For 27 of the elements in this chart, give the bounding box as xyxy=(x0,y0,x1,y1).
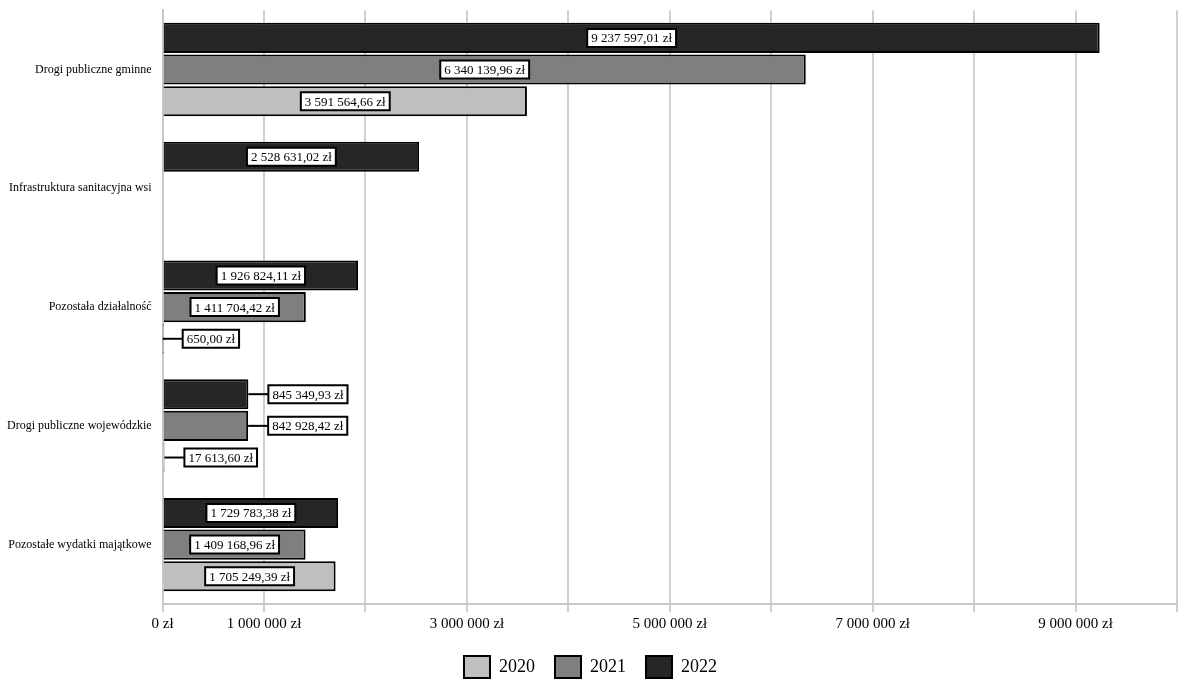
data-label: 1 411 704,42 zł xyxy=(194,299,276,315)
data-label: 1 926 824,11 zł xyxy=(220,267,302,283)
y-tick-label: Drogi publiczne gminne xyxy=(34,61,152,76)
y-tick-label: Pozostałe wydatki majątkowe xyxy=(8,536,152,551)
data-label: 1 409 168,96 zł xyxy=(194,537,276,553)
y-tick-label: Pozostała działalność xyxy=(48,299,152,314)
data-label: 2 528 631,02 zł xyxy=(250,149,333,165)
data-label: 1 705 249,39 zł xyxy=(209,568,291,584)
data-label: 9 237 597,01 zł xyxy=(591,30,673,46)
x-tick-label: 7 000 000 zł xyxy=(835,614,911,631)
x-tick-label: 3 000 000 zł xyxy=(429,614,506,631)
legend-label: 2021 xyxy=(590,655,626,676)
data-label: 845 349,93 zł xyxy=(272,386,344,402)
legend-label: 2020 xyxy=(499,655,535,676)
data-label: 6 340 139,96 zł xyxy=(444,62,526,77)
y-tick-label: Drogi publiczne wojewódzkie xyxy=(7,418,152,433)
x-tick-label: 1 000 000 zł xyxy=(226,614,303,631)
data-label: 3 591 564,66 zł xyxy=(304,93,387,109)
data-label: 842 928,42 zł xyxy=(272,418,344,434)
x-tick-label: 5 000 000 zł xyxy=(632,614,708,631)
y-tick-label: Infrastruktura sanitacyjna wsi xyxy=(9,180,153,195)
legend-label: 2022 xyxy=(681,655,717,676)
data-label: 1 729 783,38 zł xyxy=(210,505,292,521)
data-label: 17 613,60 zł xyxy=(188,449,254,465)
x-tick-label: 9 000 000 zł xyxy=(1038,614,1114,631)
x-tick-label: 0 zł xyxy=(151,614,175,631)
data-label: 650,00 zł xyxy=(186,331,236,347)
